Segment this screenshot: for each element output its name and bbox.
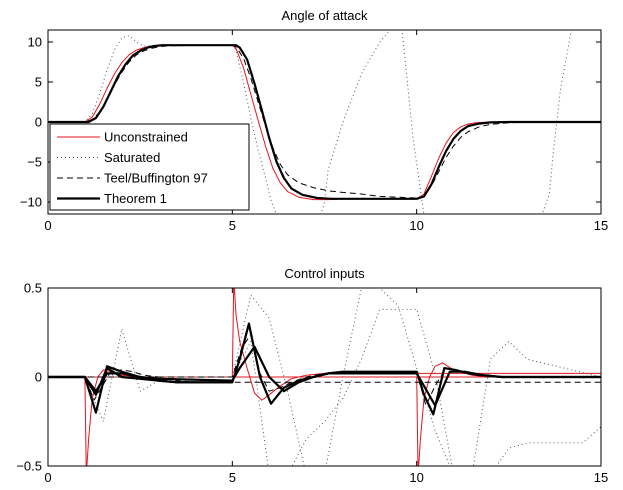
x-tick-label: 0 <box>44 470 51 485</box>
axes-box <box>47 287 602 467</box>
control-inputs-title: Control inputs <box>284 266 365 281</box>
axes-box <box>47 29 602 215</box>
x-tick-label: 0 <box>44 218 51 233</box>
series-lines <box>48 30 601 214</box>
y-tick-label: 0 <box>35 115 42 130</box>
x-tick-label: 5 <box>229 470 236 485</box>
y-tick-label: −5 <box>27 155 42 170</box>
legend-label-unconstrained: Unconstrained <box>104 130 188 145</box>
y-tick-label: 5 <box>35 75 42 90</box>
y-tick-label: 10 <box>28 35 42 50</box>
series-line-theorem-1-2 <box>48 322 601 416</box>
control-inputs-panel: Control inputs 0 5 10 15−0.500.5 <box>16 266 608 485</box>
legend-label-teel-buffington-97: Teel/Buffington 97 <box>104 171 208 186</box>
y-tick-label: 0 <box>35 370 42 385</box>
y-tick-label: −0.5 <box>16 459 42 474</box>
x-tick-label: 15 <box>594 218 608 233</box>
series-line-saturated-1 <box>48 288 601 466</box>
legend-label-saturated: Saturated <box>104 150 160 165</box>
x-tick-label: 15 <box>594 470 608 485</box>
series-line-unconstrained-2 <box>48 288 601 401</box>
series-line-theorem-1 <box>48 44 601 200</box>
y-tick-label: 0.5 <box>24 281 42 296</box>
series-line-unconstrained-3 <box>48 362 601 466</box>
y-tick-label: −10 <box>20 195 42 210</box>
x-tick-label: 5 <box>229 218 236 233</box>
series-lines <box>48 288 601 466</box>
legend: Unconstrained Saturated Teel/Buffington 97… <box>49 123 250 211</box>
legend-label-theorem-1: Theorem 1 <box>104 191 167 206</box>
legend-box <box>49 123 250 211</box>
x-tick-label: 10 <box>409 218 423 233</box>
axis-ticks: 0 5 10 15−0.500.5 <box>16 281 608 486</box>
angle-of-attack-title: Angle of attack <box>282 8 368 23</box>
series-line-theorem-1-3 <box>48 345 601 407</box>
angle-of-attack-panel: Angle of attack 0 5 10 15 −10 −5 0 5 10 Unconstr… <box>20 8 608 233</box>
series-line-unconstrained <box>48 44 601 201</box>
x-tick-label: 10 <box>409 470 423 485</box>
